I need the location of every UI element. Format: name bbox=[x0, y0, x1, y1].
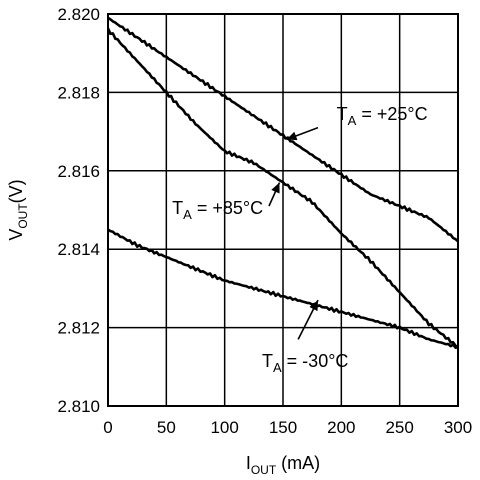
y-tick-label: 2.818 bbox=[57, 83, 100, 102]
series-label-0: TA = +25°C bbox=[337, 104, 428, 128]
x-tick-label: 250 bbox=[385, 418, 413, 437]
y-tick-label: 2.810 bbox=[57, 397, 100, 416]
series-line-1 bbox=[106, 27, 459, 349]
y-tick-label: 2.814 bbox=[57, 240, 100, 259]
y-axis-label: VOUT(V) bbox=[6, 179, 30, 240]
series-layer bbox=[106, 16, 459, 349]
series-line-0 bbox=[107, 16, 459, 243]
x-tick-label: 0 bbox=[103, 418, 112, 437]
grid bbox=[108, 14, 458, 406]
y-tick-label: 2.812 bbox=[57, 319, 100, 338]
x-tick-label: 150 bbox=[269, 418, 297, 437]
series-label-2: TA = -30°C bbox=[262, 351, 348, 375]
series-label-1: TA = +85°C bbox=[172, 198, 263, 222]
arrow-head-0 bbox=[286, 131, 298, 141]
plot-frame bbox=[107, 13, 459, 407]
x-tick-label: 100 bbox=[210, 418, 238, 437]
x-axis-label: IOUT (mA) bbox=[246, 453, 320, 477]
arrow-head-1 bbox=[271, 182, 280, 194]
y-tick-label: 2.820 bbox=[57, 5, 100, 24]
arrow-head-2 bbox=[309, 300, 318, 312]
x-tick-label: 300 bbox=[444, 418, 472, 437]
tick-labels: 0 50 100 150 200 250 300 2.810 2.812 2.814 2.816 2.… bbox=[57, 5, 472, 437]
y-tick-label: 2.816 bbox=[57, 162, 100, 181]
x-tick-label: 200 bbox=[327, 418, 355, 437]
annotations: TA = +25°C TA = +85°C TA = -30°C bbox=[172, 104, 427, 375]
series-line-2 bbox=[107, 228, 459, 349]
x-tick-label: 50 bbox=[157, 418, 176, 437]
